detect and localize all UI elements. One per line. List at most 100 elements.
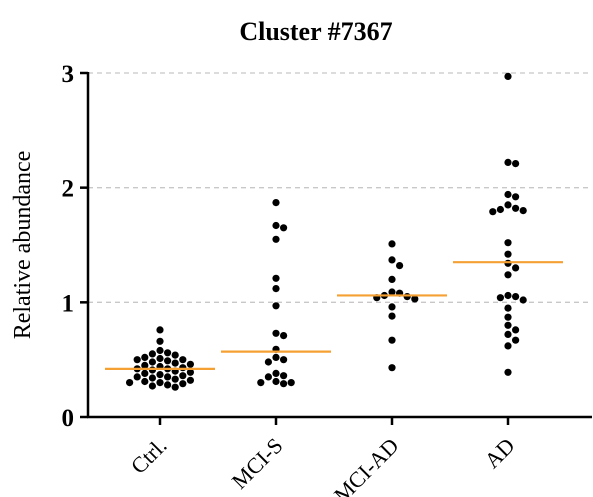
- data-point: [148, 358, 156, 366]
- data-point: [280, 332, 288, 340]
- data-point: [164, 381, 172, 389]
- data-point: [388, 364, 396, 372]
- x-tick-label: MCI-S: [227, 433, 288, 494]
- data-point: [186, 368, 194, 376]
- data-point: [504, 201, 512, 209]
- data-point: [280, 380, 288, 388]
- data-point: [133, 373, 141, 381]
- data-point: [504, 72, 512, 80]
- gridlines: [88, 72, 592, 303]
- data-point: [504, 330, 512, 338]
- data-point: [504, 313, 512, 321]
- data-point: [388, 336, 396, 344]
- y-tick-label: 3: [62, 61, 75, 88]
- data-point: [264, 358, 272, 366]
- data-point: [148, 350, 156, 358]
- data-point: [388, 275, 396, 283]
- data-point: [504, 239, 512, 247]
- data-point: [519, 296, 527, 304]
- data-point: [164, 357, 172, 365]
- data-point: [272, 235, 280, 243]
- data-point: [272, 353, 280, 361]
- data-point: [257, 379, 265, 387]
- data-point: [156, 346, 164, 355]
- data-point: [141, 361, 149, 369]
- data-points: [126, 72, 527, 391]
- axes: [80, 71, 592, 425]
- data-point: [272, 285, 280, 293]
- data-point: [148, 366, 156, 374]
- data-point: [141, 377, 149, 386]
- data-point: [179, 372, 187, 380]
- y-tick-label: 0: [62, 405, 75, 432]
- data-point: [272, 302, 280, 310]
- data-point: [179, 380, 187, 388]
- data-point: [186, 360, 194, 368]
- data-point: [179, 364, 187, 372]
- data-point: [511, 293, 520, 301]
- data-point: [519, 207, 527, 215]
- data-point: [141, 369, 149, 377]
- data-point: [504, 291, 512, 300]
- tick-labels: 0 1 2 3 Ctrl. MCI-S MCI-AD AD: [62, 61, 520, 497]
- x-tick-label: Ctrl.: [126, 433, 172, 479]
- y-axis-label: Relative abundance: [10, 151, 36, 340]
- data-point: [272, 221, 280, 230]
- data-point: [280, 224, 288, 232]
- chart-title: Cluster #7367: [239, 17, 392, 46]
- data-point: [264, 373, 272, 381]
- data-point: [272, 329, 280, 337]
- data-point: [504, 304, 512, 312]
- data-point: [504, 271, 512, 279]
- data-point: [388, 288, 396, 296]
- data-point: [171, 359, 179, 367]
- data-point: [504, 158, 512, 166]
- data-point: [411, 295, 419, 303]
- data-point: [171, 383, 179, 391]
- data-point: [403, 293, 411, 301]
- data-point: [504, 250, 512, 258]
- data-point: [396, 262, 404, 270]
- data-point: [272, 369, 280, 377]
- data-point: [141, 353, 149, 361]
- data-point: [156, 354, 164, 363]
- data-point: [504, 190, 512, 199]
- data-point: [489, 208, 497, 216]
- data-point: [511, 264, 520, 272]
- data-point: [272, 274, 280, 282]
- data-point: [272, 199, 280, 207]
- data-point: [171, 351, 179, 359]
- data-point: [171, 375, 179, 383]
- x-tick-label: MCI-AD: [329, 433, 404, 497]
- data-point: [511, 326, 520, 334]
- data-point: [388, 256, 396, 264]
- data-point: [280, 356, 288, 364]
- y-tick-label: 2: [62, 176, 75, 203]
- data-point: [156, 337, 164, 345]
- data-point: [496, 294, 504, 302]
- data-point: [287, 379, 295, 387]
- data-point: [156, 371, 164, 379]
- data-point: [186, 376, 194, 384]
- median-lines: [105, 261, 563, 370]
- data-point: [504, 368, 512, 376]
- data-point: [179, 356, 187, 364]
- data-point: [511, 193, 520, 201]
- x-tick-label: AD: [479, 433, 519, 473]
- data-point: [126, 379, 134, 387]
- data-point: [272, 377, 280, 386]
- data-point: [164, 349, 172, 357]
- data-point: [148, 374, 156, 382]
- data-point: [148, 382, 156, 390]
- data-point: [504, 321, 512, 329]
- data-point: [388, 312, 396, 320]
- data-point: [388, 303, 396, 311]
- data-point: [511, 336, 520, 344]
- data-point: [496, 205, 504, 214]
- data-point: [511, 160, 520, 168]
- data-point: [388, 240, 396, 248]
- data-point: [504, 342, 512, 350]
- data-point: [133, 356, 141, 364]
- y-tick-label: 1: [62, 290, 75, 317]
